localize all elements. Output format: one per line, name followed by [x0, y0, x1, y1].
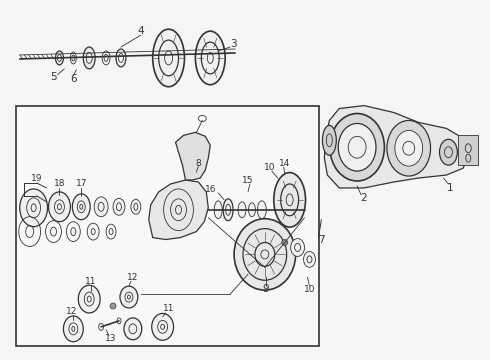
Ellipse shape: [20, 189, 48, 227]
Ellipse shape: [120, 286, 138, 308]
Ellipse shape: [49, 192, 71, 222]
Text: 15: 15: [242, 176, 254, 185]
Ellipse shape: [234, 219, 295, 290]
Text: 8: 8: [196, 159, 201, 168]
Circle shape: [282, 239, 288, 246]
Ellipse shape: [83, 47, 95, 69]
Ellipse shape: [322, 125, 336, 155]
Text: 13: 13: [105, 334, 117, 343]
Text: 19: 19: [31, 174, 42, 183]
Ellipse shape: [223, 199, 233, 221]
Text: 4: 4: [138, 26, 144, 36]
Text: 2: 2: [360, 193, 367, 203]
Text: 12: 12: [66, 307, 77, 316]
Ellipse shape: [440, 139, 457, 165]
Ellipse shape: [73, 194, 90, 220]
Text: 6: 6: [70, 74, 76, 84]
Text: 11: 11: [163, 305, 174, 314]
Text: 5: 5: [50, 72, 57, 82]
Text: 18: 18: [54, 180, 65, 189]
Ellipse shape: [274, 172, 306, 227]
Ellipse shape: [94, 197, 108, 217]
Circle shape: [110, 303, 116, 309]
Ellipse shape: [248, 203, 255, 217]
Text: 11: 11: [85, 277, 97, 286]
Text: 1: 1: [447, 183, 454, 193]
Ellipse shape: [153, 29, 184, 87]
Polygon shape: [175, 132, 210, 180]
Text: 10: 10: [304, 285, 315, 294]
Ellipse shape: [387, 121, 431, 176]
Polygon shape: [324, 105, 468, 188]
Ellipse shape: [124, 318, 142, 340]
Ellipse shape: [257, 201, 267, 219]
Text: 12: 12: [127, 273, 139, 282]
Ellipse shape: [131, 199, 141, 214]
Text: 17: 17: [75, 180, 87, 189]
Ellipse shape: [303, 251, 316, 267]
Ellipse shape: [78, 285, 100, 313]
Ellipse shape: [291, 239, 305, 256]
Text: 10: 10: [264, 163, 275, 172]
Text: 9: 9: [263, 284, 269, 294]
Ellipse shape: [330, 113, 385, 181]
Ellipse shape: [338, 123, 376, 171]
Ellipse shape: [214, 201, 222, 219]
Text: 7: 7: [318, 234, 325, 244]
Ellipse shape: [113, 198, 125, 215]
Ellipse shape: [395, 130, 422, 166]
Bar: [16, 105, 319, 346]
Bar: [458, 135, 478, 165]
Ellipse shape: [196, 31, 225, 85]
Polygon shape: [149, 180, 208, 239]
Text: 14: 14: [279, 159, 291, 168]
Ellipse shape: [152, 314, 173, 340]
Text: 16: 16: [204, 185, 216, 194]
Ellipse shape: [63, 316, 83, 342]
Ellipse shape: [238, 202, 246, 218]
Ellipse shape: [55, 51, 63, 65]
Text: 3: 3: [230, 39, 236, 49]
